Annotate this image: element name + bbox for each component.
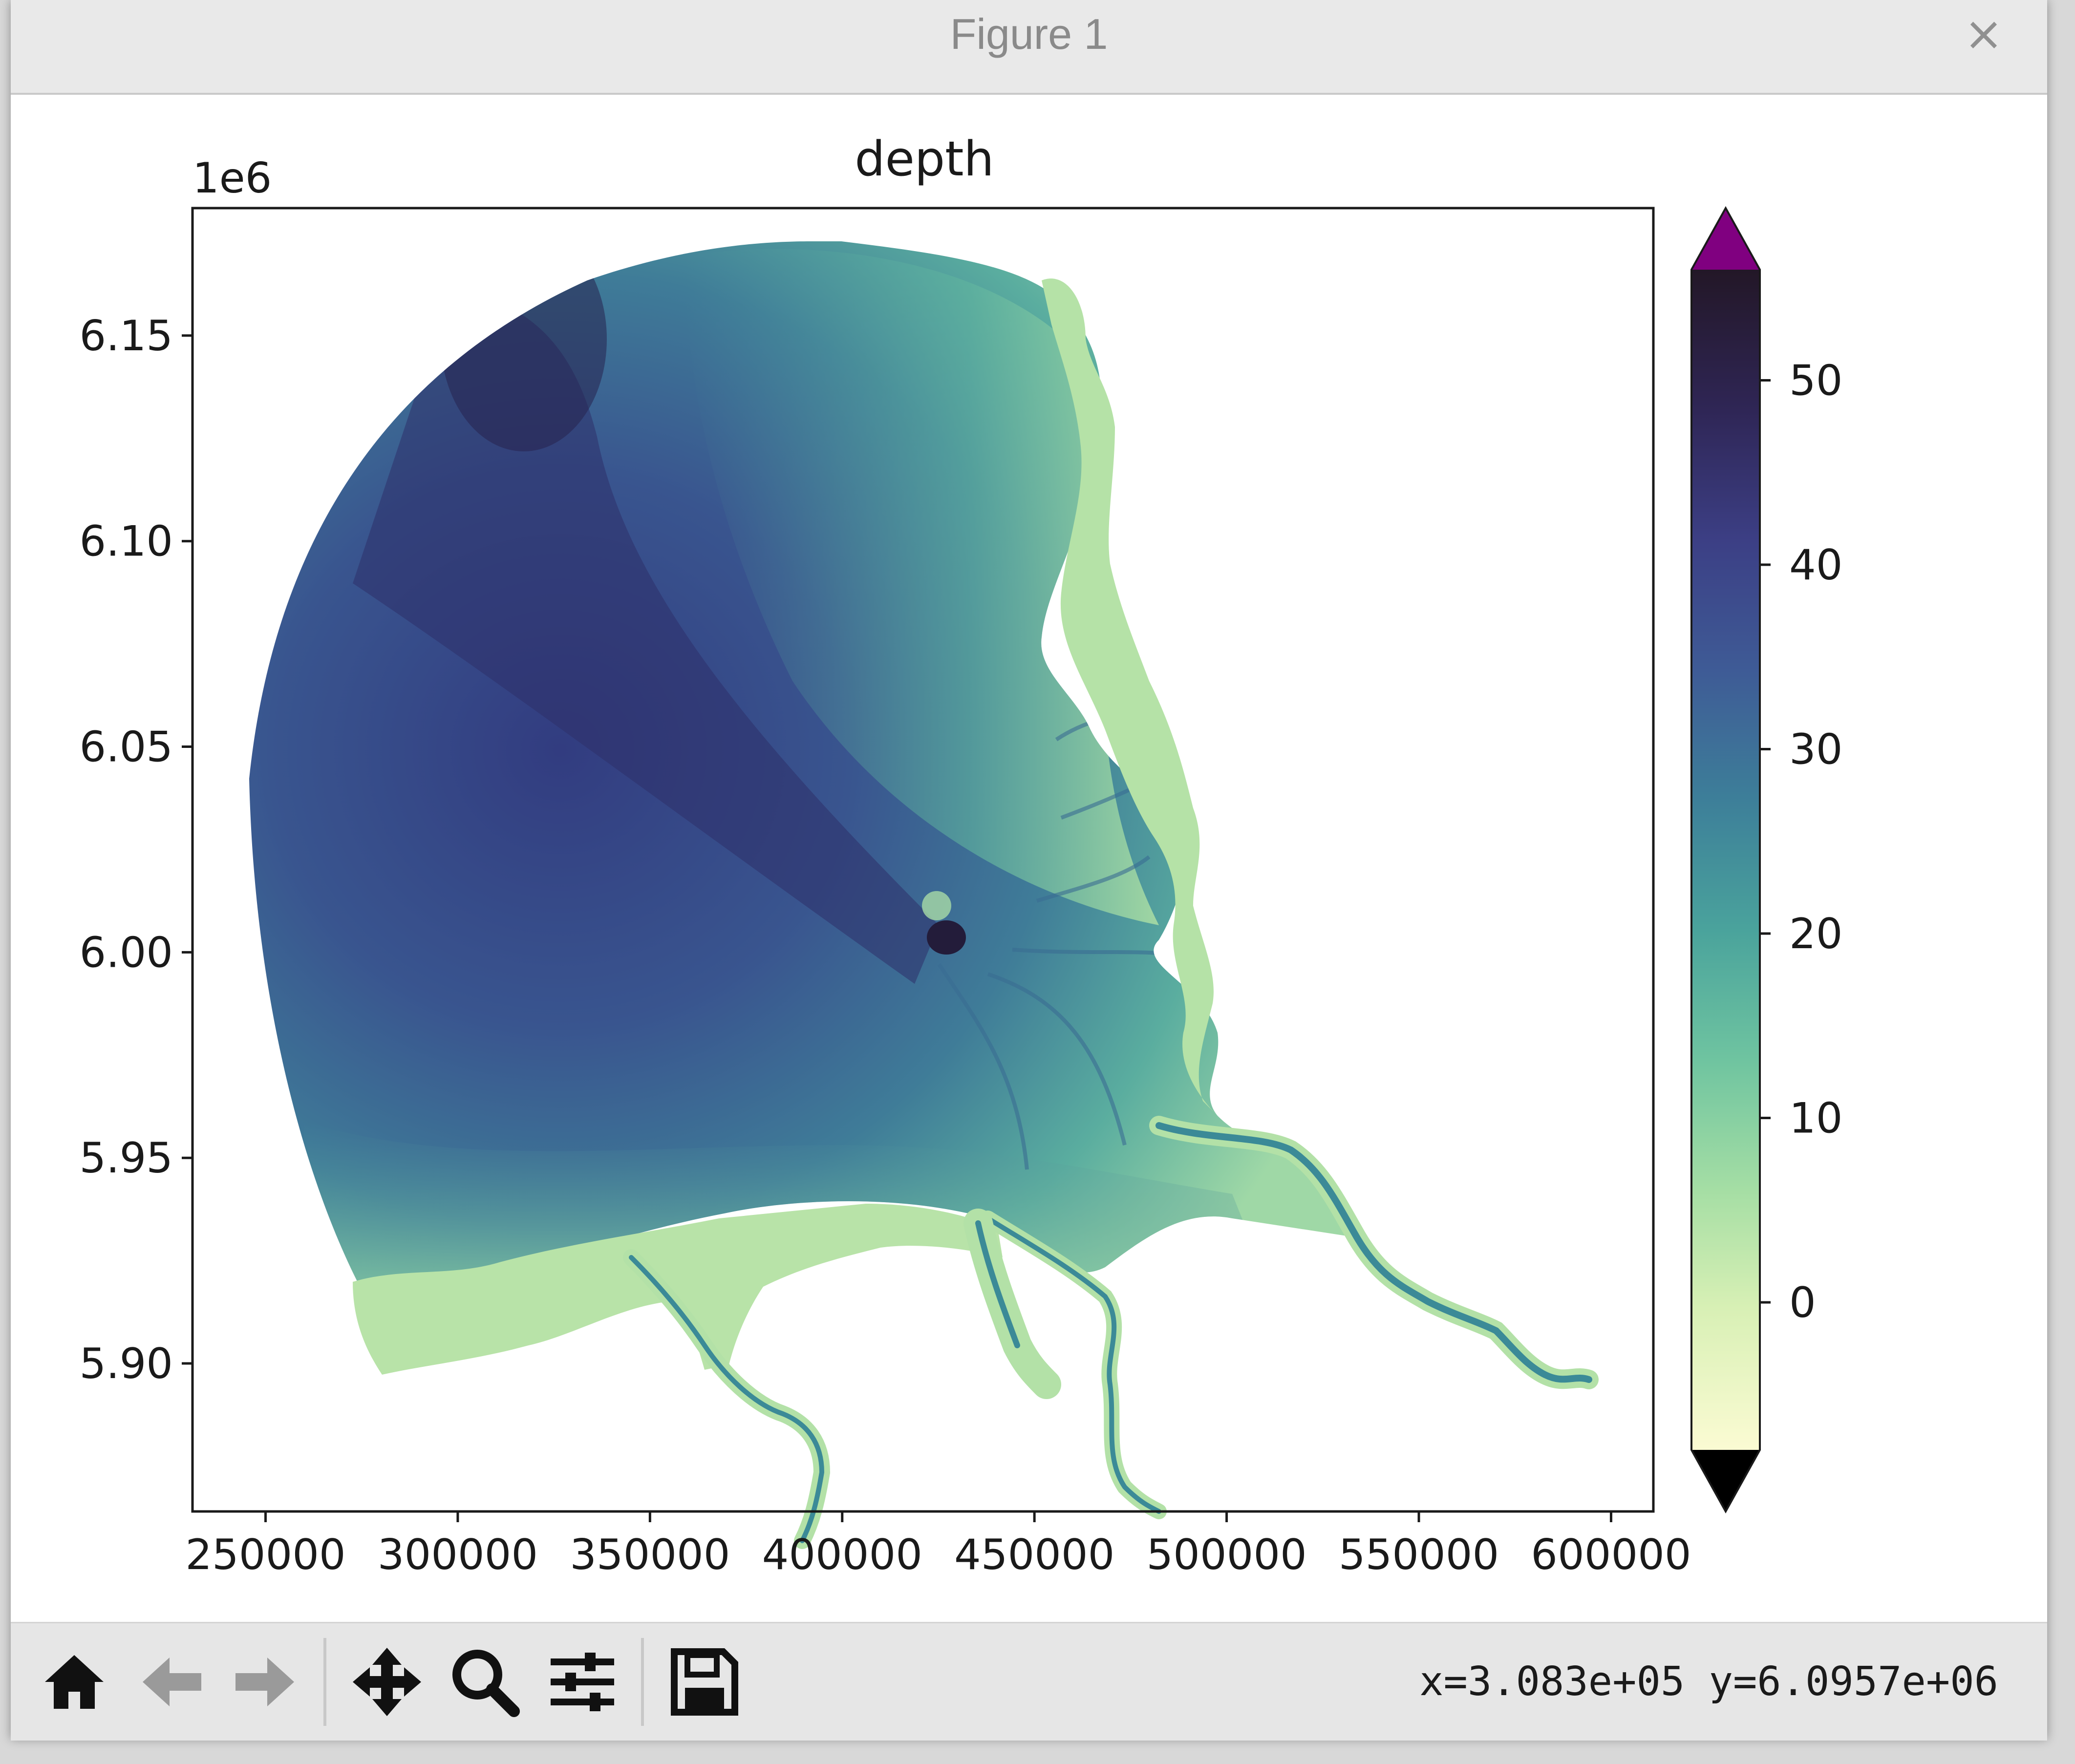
colorbar-outline — [1690, 206, 1761, 1514]
save-icon[interactable] — [665, 1643, 744, 1721]
colorbar-under-triangle — [1691, 1450, 1760, 1511]
y-axis-ticks: 5.90 5.95 6.00 6.05 6.10 6.15 — [80, 312, 193, 1388]
x-tick-label: 400000 — [762, 1530, 922, 1579]
title-bar[interactable]: Figure 1 × — [11, 0, 2047, 95]
navigation-toolbar: x=3.083e+05 y=6.0957e+06 — [11, 1622, 2047, 1741]
colorbar-tick-label: 0 — [1789, 1278, 1816, 1327]
colorbar-tick-label: 30 — [1789, 725, 1842, 774]
colorbar-gradient — [1691, 270, 1760, 1450]
y-tick-label: 6.15 — [80, 312, 173, 361]
figure-window: Figure 1 × — [11, 0, 2047, 1741]
cursor-coordinates: x=3.083e+05 y=6.0957e+06 — [1419, 1658, 1998, 1705]
forward-icon[interactable] — [226, 1643, 304, 1721]
zoom-icon[interactable] — [446, 1643, 524, 1721]
close-icon[interactable]: × — [1964, 6, 2004, 61]
x-tick-label: 500000 — [1146, 1530, 1306, 1579]
home-icon[interactable] — [35, 1643, 113, 1721]
plot-title: depth — [855, 131, 994, 187]
y-tick-label: 6.00 — [80, 928, 173, 977]
colorbar: 0 10 20 30 40 50 — [1690, 206, 1842, 1514]
pan-icon[interactable] — [348, 1643, 426, 1721]
x-tick-label: 250000 — [185, 1530, 345, 1579]
x-axis-ticks: 250000 300000 350000 400000 450000 500000 5500… — [185, 1511, 1691, 1579]
y-tick-label: 5.90 — [80, 1339, 173, 1388]
x-tick-label: 600000 — [1531, 1530, 1691, 1579]
back-icon[interactable] — [133, 1643, 211, 1721]
toolbar-separator — [641, 1638, 644, 1726]
x-tick-label: 450000 — [954, 1530, 1114, 1579]
colorbar-tick-label: 20 — [1789, 910, 1842, 958]
colorbar-ticks: 0 10 20 30 40 50 — [1760, 357, 1842, 1327]
figure-canvas[interactable]: depth 1e6 250000 300000 350000 400000 450000… — [11, 95, 2047, 1622]
colorbar-tick-label: 50 — [1789, 357, 1842, 405]
y-tick-label: 6.10 — [80, 517, 173, 566]
x-tick-label: 550000 — [1339, 1530, 1499, 1579]
x-tick-label: 350000 — [570, 1530, 730, 1579]
colorbar-tick-label: 10 — [1789, 1094, 1842, 1143]
colorbar-tick-label: 40 — [1789, 541, 1842, 590]
window-title: Figure 1 — [950, 10, 1108, 58]
y-offset-label: 1e6 — [193, 154, 272, 203]
x-tick-label: 300000 — [378, 1530, 538, 1579]
toolbar-separator — [323, 1638, 326, 1726]
colorbar-over-triangle — [1691, 208, 1760, 270]
configure-icon[interactable] — [543, 1643, 621, 1721]
axes-frame — [191, 207, 1655, 1513]
plot: depth 1e6 250000 300000 350000 400000 450000… — [80, 131, 1843, 1579]
y-tick-label: 6.05 — [80, 723, 173, 772]
y-tick-label: 5.95 — [80, 1134, 173, 1183]
